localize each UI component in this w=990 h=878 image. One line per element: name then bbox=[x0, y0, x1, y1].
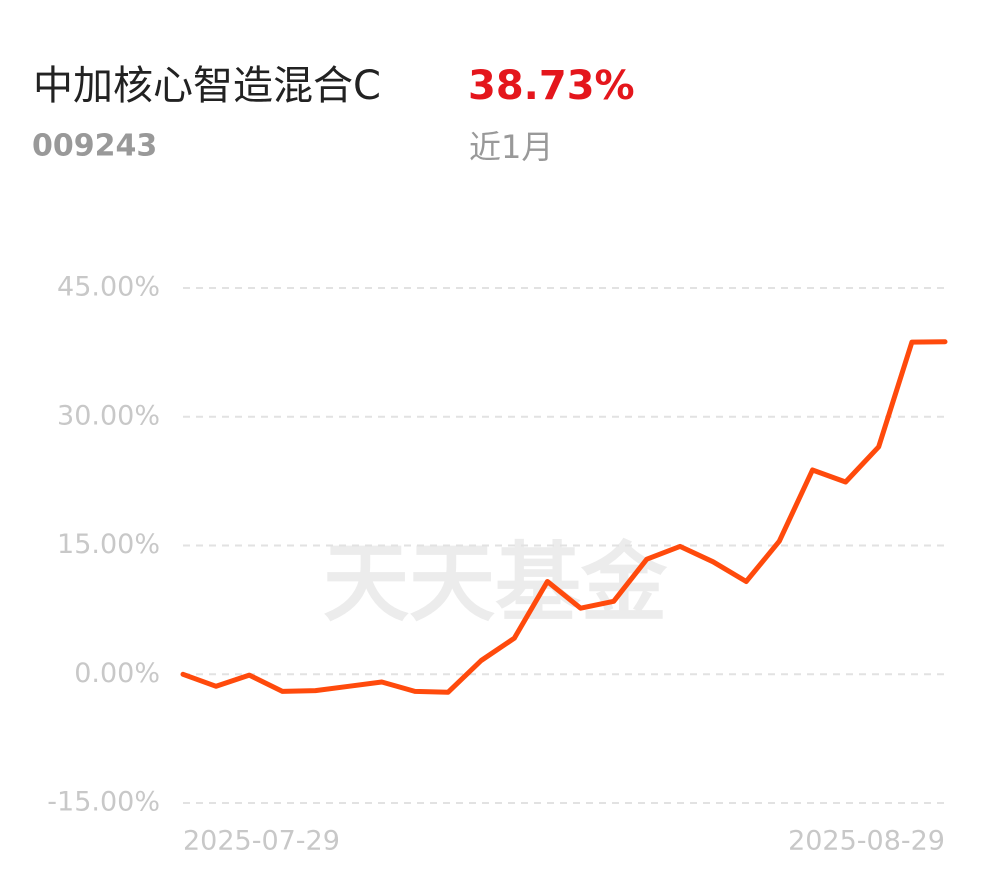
y-tick-label: 0.00% bbox=[74, 658, 160, 689]
fund-code: 009243 bbox=[32, 129, 157, 164]
y-tick-label: 45.00% bbox=[57, 272, 160, 303]
y-tick-label: -15.00% bbox=[47, 787, 160, 818]
period-label: 近1月 bbox=[469, 128, 553, 166]
x-tick-label: 2025-08-29 bbox=[788, 826, 945, 857]
x-tick-label: 2025-07-29 bbox=[183, 826, 340, 857]
watermark: 天天基金 bbox=[323, 533, 668, 634]
y-tick-label: 15.00% bbox=[57, 529, 160, 560]
data-line bbox=[180, 339, 948, 695]
y-tick-label: 30.00% bbox=[57, 400, 160, 431]
fund-title: 中加核心智造混合C bbox=[33, 63, 381, 109]
return-value: 38.73% bbox=[468, 63, 635, 109]
